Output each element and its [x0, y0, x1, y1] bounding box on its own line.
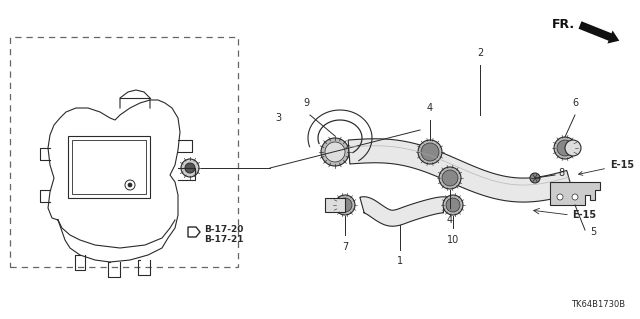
Circle shape — [325, 142, 345, 162]
Text: E-15: E-15 — [579, 160, 634, 175]
Text: 1: 1 — [397, 256, 403, 266]
Bar — [68, 136, 150, 198]
Circle shape — [128, 183, 132, 187]
Text: B-17-20: B-17-20 — [204, 226, 243, 234]
Polygon shape — [550, 182, 600, 205]
Text: 8: 8 — [558, 168, 564, 178]
Polygon shape — [360, 197, 447, 226]
Text: 6: 6 — [572, 98, 578, 108]
Circle shape — [446, 198, 460, 212]
Text: 4: 4 — [447, 215, 453, 225]
Bar — [10, 37, 238, 267]
Polygon shape — [348, 139, 573, 202]
Text: 3: 3 — [275, 113, 281, 123]
Circle shape — [181, 159, 199, 177]
Text: FR.: FR. — [552, 19, 575, 32]
Circle shape — [335, 195, 355, 215]
Text: 9: 9 — [303, 98, 309, 108]
Text: 7: 7 — [342, 242, 348, 252]
Text: E-15: E-15 — [572, 210, 596, 220]
Circle shape — [338, 198, 352, 212]
Text: 2: 2 — [477, 48, 483, 58]
Circle shape — [421, 143, 439, 161]
Circle shape — [565, 140, 581, 156]
Circle shape — [557, 194, 563, 200]
Circle shape — [557, 140, 573, 156]
Text: TK64B1730B: TK64B1730B — [571, 300, 625, 309]
Circle shape — [572, 194, 578, 200]
Bar — [325, 198, 345, 212]
Text: 10: 10 — [447, 235, 459, 245]
Circle shape — [554, 137, 576, 159]
Circle shape — [442, 170, 458, 186]
Circle shape — [530, 173, 540, 183]
Text: 5: 5 — [590, 227, 596, 237]
Circle shape — [418, 140, 442, 164]
FancyArrow shape — [579, 21, 620, 43]
Text: 4: 4 — [427, 103, 433, 113]
Text: B-17-21: B-17-21 — [204, 235, 243, 244]
Bar — [72, 140, 146, 194]
Circle shape — [439, 167, 461, 189]
Circle shape — [321, 138, 349, 166]
Circle shape — [185, 163, 195, 173]
Circle shape — [443, 195, 463, 215]
